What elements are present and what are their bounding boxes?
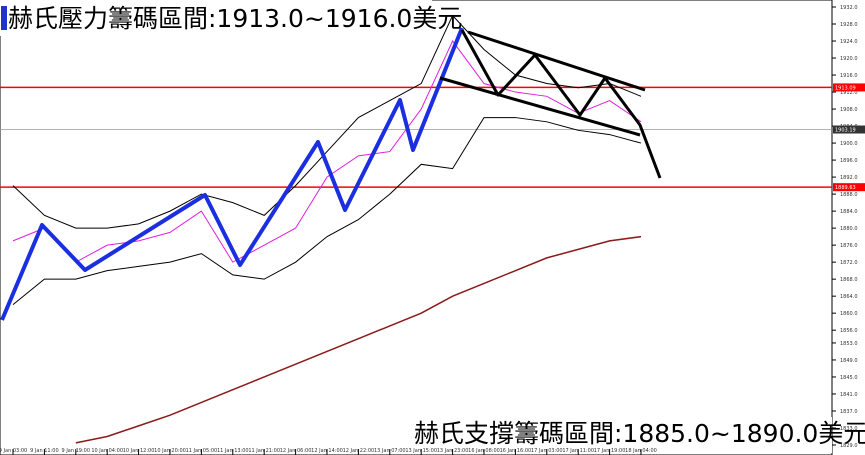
x-tick-label: 10 Jan 20:00: [154, 448, 186, 454]
h-line-label: 1903.19: [835, 128, 856, 134]
x-tick-label: 11 Jan 05:00: [186, 448, 218, 454]
x-tick-label: 11 Jan 13:00: [217, 448, 249, 454]
y-tick-label: 1845.0: [840, 375, 858, 381]
h-line-tag: [833, 183, 865, 192]
x-tick-label: 12 Jan 22:00: [343, 448, 375, 454]
h-line-tag: [833, 83, 865, 92]
y-tick-label: 1841.0: [840, 392, 858, 398]
subtitle: 赫氏支撐籌碼區間:1885.0~1890.0美元: [414, 419, 865, 448]
series-line: [75, 235, 642, 444]
y-tick-label: 1872.0: [840, 260, 858, 266]
x-tick-label: 17 Jan 03:00: [531, 448, 563, 454]
x-tick-label: 10 Jan 04:00: [91, 448, 123, 454]
y-tick-label: 1829.0: [840, 443, 858, 449]
x-tick-label: 9 Jan 03:00: [0, 448, 27, 454]
y-tick-label: 1864.0: [840, 294, 858, 300]
x-tick-label: 11 Jan 21:00: [248, 448, 280, 454]
x-tick-label: 10 Jan 12:00: [123, 448, 155, 454]
y-tick-label: 1880.0: [840, 226, 858, 232]
arrows: [0, 27, 662, 321]
title-bg: [0, 0, 432, 36]
x-tick-label: 13 Jan 15:00: [405, 448, 437, 454]
y-tick-label: 1912.0: [840, 90, 858, 96]
y-tick-label: 1884.0: [840, 209, 858, 215]
y-tick-label: 1932.0: [840, 5, 858, 11]
y-tick-label: 1900.0: [840, 141, 858, 147]
y-tick-label: 1876.0: [840, 243, 858, 249]
y-tick-label: 1916.0: [840, 73, 858, 79]
subtitle-bg: [410, 417, 832, 453]
y-tick-label: 1856.0: [840, 328, 858, 334]
h-line-label: 1913.09: [835, 85, 856, 91]
x-tick-label: 16 Jan 08:00: [468, 448, 500, 454]
y-tick-label: 1888.0: [840, 192, 858, 198]
h-line-tag: [833, 125, 865, 134]
y-tick-label: 1860.0: [840, 311, 858, 317]
series-line: [12, 14, 642, 229]
x-tick-label: 17 Jan 19:00: [594, 448, 626, 454]
x-tick-label: 17 Jan 11:00: [562, 448, 594, 454]
icon: [1, 6, 7, 30]
x-tick-label: 12 Jan 14:00: [311, 448, 343, 454]
x-tick-label: 18 Jan 04:00: [625, 448, 657, 454]
x-tick-label: 13 Jan 23:00: [437, 448, 469, 454]
x-tick-label: 12 Jan 06:00: [280, 448, 312, 454]
x-tick-label: 9 Jan 11:00: [30, 448, 58, 454]
plot-frame: [0, 0, 833, 455]
y-tick-label: 1868.0: [840, 277, 858, 283]
y-tick-label: 1853.0: [840, 341, 858, 347]
y-tick-label: 1837.0: [840, 409, 858, 415]
y-tick-label: 1892.0: [840, 175, 858, 181]
x-tick-label: 16 Jan 16:00: [500, 448, 532, 454]
series-line: [12, 40, 642, 263]
x-tick-label: 9 Jan 19:00: [62, 448, 90, 454]
y-tick-label: 1920.0: [840, 56, 858, 62]
series-line: [12, 117, 642, 306]
y-tick-label: 1928.0: [840, 22, 858, 28]
h-line-label: 1889.63: [835, 185, 856, 191]
y-tick-label: 1924.0: [840, 39, 858, 45]
y-tick-label: 1833.0: [840, 426, 858, 432]
y-tick-label: 1908.0: [840, 107, 858, 113]
y-tick-label: 1896.0: [840, 158, 858, 164]
y-tick-label: 1849.0: [840, 358, 858, 364]
x-tick-label: 13 Jan 07:00: [374, 448, 406, 454]
title: 赫氏壓力籌碼區間:1913.0~1916.0美元: [8, 4, 462, 33]
